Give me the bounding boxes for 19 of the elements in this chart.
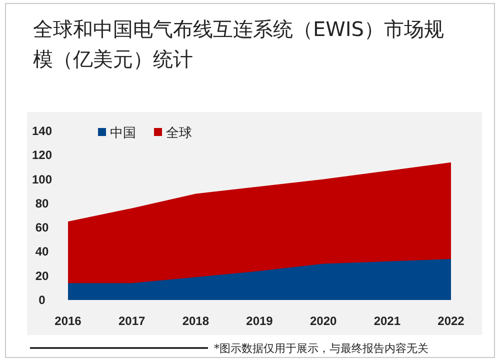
legend-label: 全球 — [166, 126, 192, 141]
x-tick-label: 2020 — [310, 314, 338, 328]
y-tick-label: 140 — [32, 124, 52, 138]
x-tick-label: 2018 — [182, 314, 210, 328]
y-tick-label: 80 — [35, 196, 49, 210]
y-tick-label: 20 — [35, 268, 49, 283]
y-tick-label: 100 — [32, 172, 52, 186]
y-tick-label: 60 — [35, 220, 49, 235]
x-tick-label: 2017 — [118, 314, 146, 328]
x-tick-label: 2019 — [246, 314, 274, 328]
x-tick-label: 2021 — [374, 314, 401, 328]
x-tick-label: 2016 — [54, 314, 82, 328]
y-tick-label: 40 — [35, 244, 49, 259]
y-tick-label: 120 — [32, 148, 52, 162]
text: *图示数据仅用于展示，与最终报告内容无关 — [214, 342, 428, 355]
chart-title: 全球和中国电气布线互连系统（EWIS）市场规模（亿美元）统计 — [33, 16, 446, 73]
x-tick-label: 2022 — [438, 314, 465, 328]
legend-label: 中国 — [110, 126, 136, 141]
y-tick-label: 0 — [38, 293, 46, 307]
